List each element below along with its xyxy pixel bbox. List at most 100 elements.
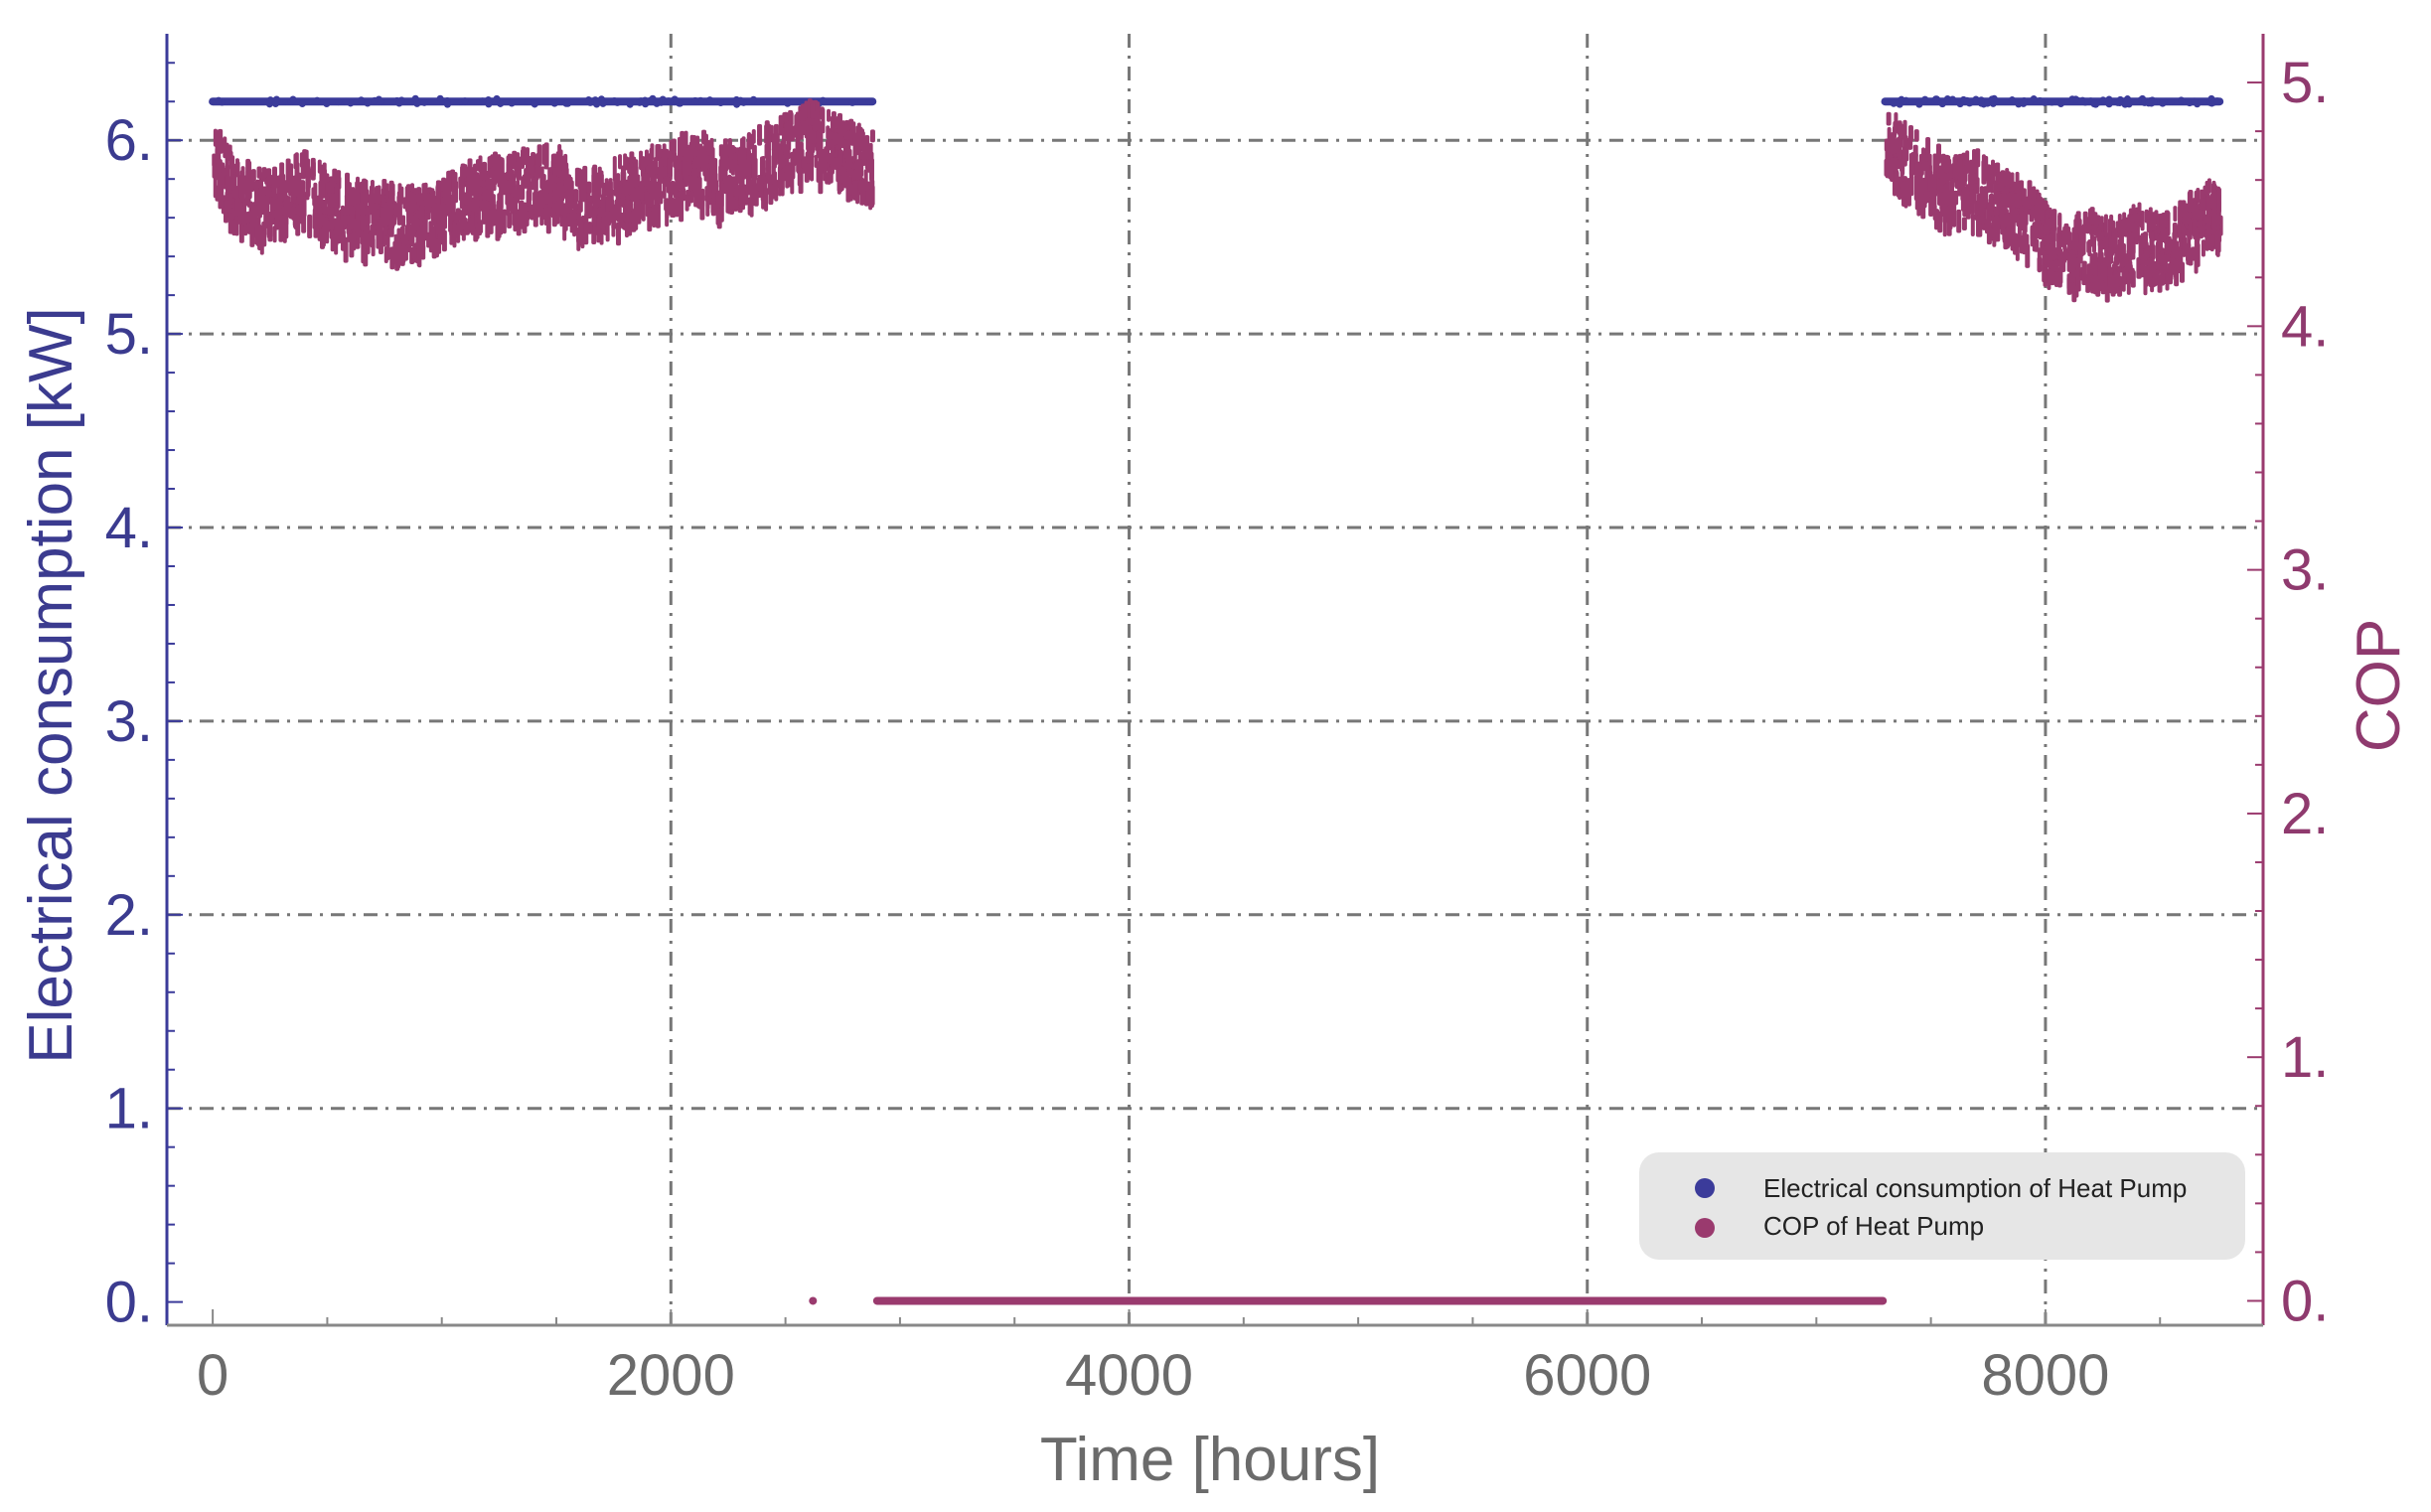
electrical-point (298, 100, 306, 108)
cop-point (336, 170, 342, 185)
electrical-point (610, 97, 618, 105)
cop-point (543, 144, 549, 170)
cop-point (1885, 159, 1891, 179)
cop-point (2087, 238, 2092, 257)
electrical-point (665, 97, 673, 105)
cop-point (534, 153, 539, 175)
cop-point (641, 202, 646, 221)
cop-point (643, 173, 649, 187)
cop-point (2094, 272, 2099, 295)
electrical-point (531, 100, 538, 108)
cop-point (2022, 230, 2027, 253)
cop-point (544, 180, 549, 205)
cop-point (2077, 242, 2082, 258)
cop-point (2183, 203, 2189, 226)
cop-point (385, 234, 390, 261)
cop-point (319, 171, 325, 195)
right-y-tick-label-3: 3. (2281, 538, 2329, 603)
cop-point (556, 161, 562, 178)
electrical-point (716, 98, 724, 106)
electrical-point (420, 98, 428, 106)
cop-point (796, 149, 802, 173)
cop-point (827, 108, 832, 122)
cop-point (604, 178, 609, 192)
cop-point (1919, 194, 1925, 209)
cop-point (1986, 222, 1992, 245)
cop-point (1887, 126, 1892, 144)
cop-point (2113, 256, 2118, 273)
cop-point (757, 123, 763, 146)
cop-point (346, 209, 351, 235)
cop-point (2216, 193, 2221, 220)
cop-point (1981, 160, 1987, 185)
cop-point (727, 175, 733, 189)
cop-point (2097, 264, 2103, 284)
cop-point (687, 175, 693, 192)
cop-point (2038, 224, 2044, 240)
cop-point (451, 201, 456, 222)
axes (165, 34, 2265, 1327)
cop-point (702, 151, 708, 177)
data-marks (209, 94, 2224, 1305)
cop-point (2010, 226, 2016, 248)
cop-point (475, 159, 481, 172)
cop-point (539, 174, 544, 190)
cop-point (2005, 227, 2011, 248)
cop-point (346, 182, 352, 195)
cop-point (582, 165, 588, 185)
cop-point (2050, 214, 2055, 229)
cop-point (334, 233, 339, 255)
electrical-point (2185, 97, 2193, 105)
cop-point (2154, 269, 2160, 286)
cop-point (1893, 120, 1898, 136)
cop-point (1886, 111, 1892, 126)
cop-point (678, 191, 684, 217)
cop-point (470, 211, 475, 227)
cop-point (437, 223, 442, 241)
cop-point (1890, 132, 1895, 149)
electrical-point (673, 96, 681, 104)
right-y-tick-label-1: 1. (2281, 1025, 2329, 1090)
electrical-point (696, 96, 704, 104)
cop-point (829, 166, 834, 184)
cop-point (2214, 228, 2219, 248)
cop-point (291, 206, 296, 219)
cop-point (837, 149, 842, 170)
cop-point (2103, 214, 2108, 237)
cop-point (2210, 234, 2215, 247)
cop-point (319, 226, 325, 249)
cop-point (2204, 180, 2209, 197)
electrical-point (647, 96, 655, 104)
cop-point (263, 211, 268, 229)
electrical-point (736, 96, 744, 104)
electrical-point (323, 100, 331, 108)
cop-point (804, 100, 809, 119)
cop-point (623, 153, 628, 170)
cop-point (256, 194, 262, 219)
cop-point (412, 242, 417, 260)
cop-point (2179, 261, 2185, 283)
cop-point (766, 156, 772, 180)
cop-point (2175, 240, 2180, 265)
left-y-tick-label-0: 0. (105, 1271, 153, 1335)
electrical-point (289, 95, 297, 103)
cop-point (2127, 214, 2132, 234)
cop-point (1896, 137, 1901, 155)
cop-point (562, 215, 567, 241)
cop-point (633, 207, 639, 230)
cop-point (1979, 197, 1985, 218)
cop-point (2092, 235, 2097, 253)
cop-point (751, 163, 757, 186)
cop-point (2211, 207, 2217, 231)
cop-point (271, 178, 277, 198)
cop-point (2112, 231, 2118, 254)
cop-point (1931, 187, 1937, 208)
electrical-point (335, 98, 343, 106)
cop-point (430, 207, 435, 222)
cop-point (706, 140, 711, 156)
cop-point (2073, 219, 2079, 234)
cop-point (627, 175, 632, 195)
cop-point (2010, 211, 2015, 227)
electrical-point (1921, 95, 1929, 103)
left-y-tick-label-3: 3. (105, 689, 153, 754)
